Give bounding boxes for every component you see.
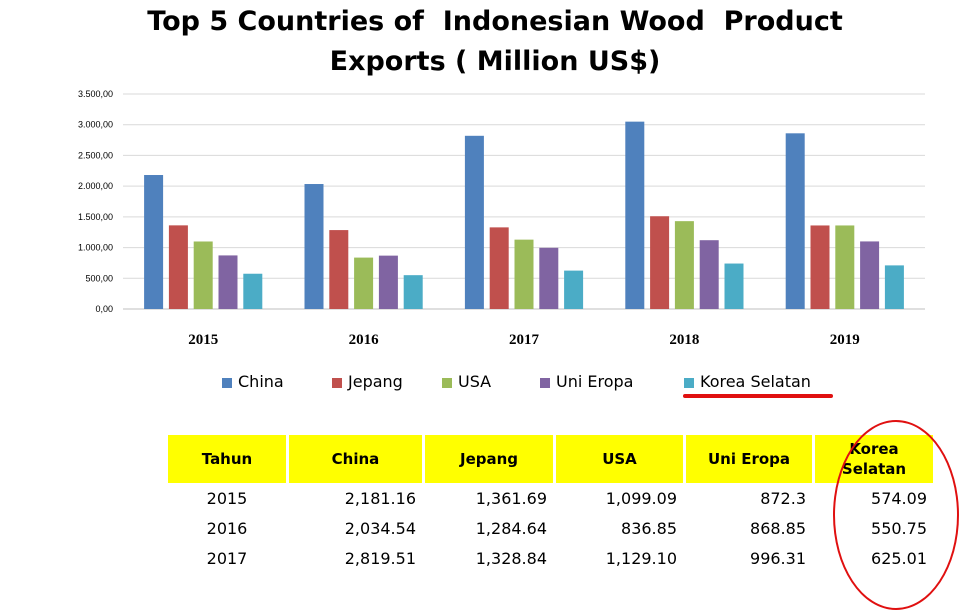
legend-label: Korea Selatan [700,372,811,391]
bar-china-2018 [625,121,645,310]
bar-uni-eropa-2015 [218,255,238,309]
table-cell: 1,129.10 [605,548,677,568]
table-row: 2015 2,181.16 1,361.69 1,099.09 872.3 574.09 [168,483,933,513]
bar-china-2015 [144,175,164,309]
bar-korea-selatan-2019 [884,265,904,309]
bar-uni-eropa-2017 [539,247,559,309]
x-category-label: 2016 [349,332,380,348]
table-cell: 2015 [206,488,248,508]
bar-uni-eropa-2018 [699,240,719,309]
table-header-usa: USA [556,435,683,483]
table-row: 2016 2,034.54 1,284.64 836.85 868.85 550.75 [168,513,933,543]
legend-label: Uni Eropa [556,372,634,391]
legend-swatch [540,378,550,388]
bar-china-2017 [464,135,484,309]
table-cell: 2017 [206,548,248,568]
korea-highlight-circle [833,420,959,610]
bar-usa-2016 [354,257,374,309]
bar-usa-2015 [193,241,213,309]
y-tick-label: 2.000,00 [78,181,113,191]
bar-usa-2017 [514,239,534,309]
bar-korea-selatan-2017 [564,270,584,309]
bar-korea-selatan-2016 [403,275,423,309]
legend-swatch [684,378,694,388]
bar-chart: 0,00 500,00 1.000,00 1.500,00 2.000,00 2.500,… [78,89,925,348]
legend-label: Jepang [348,372,403,391]
y-tick-label: 0,00 [95,304,113,314]
bar-jepang-2016 [329,230,349,309]
legend-label: China [238,372,284,391]
table-cell: 1,328.84 [475,548,547,568]
y-tick-label: 2.500,00 [78,150,113,160]
bar-jepang-2018 [650,216,670,309]
y-tick-label: 3.000,00 [78,120,113,130]
chart-title-line-1: Top 5 Countries of Indonesian Wood Produ… [147,6,843,37]
bar-korea-selatan-2018 [724,263,744,309]
bar-uni-eropa-2016 [378,255,398,309]
bar-china-2016 [304,184,324,309]
korea-highlight-underline [683,394,833,398]
y-tick-label: 1.000,00 [78,243,113,253]
bar-usa-2019 [835,225,855,309]
legend-label: USA [458,372,492,391]
table-header-row: Tahun China Jepang USA Uni Eropa Korea S… [168,435,933,483]
table-header-tahun: Tahun [168,435,286,483]
table-cell: 996.31 [750,548,806,568]
export-data-table: Tahun China Jepang USA Uni Eropa Korea S… [165,435,936,573]
table-cell: 836.85 [621,518,677,538]
table-cell: 1,284.64 [475,518,547,538]
legend-swatch [222,378,232,388]
bar-jepang-2015 [168,225,188,309]
table-header-china: China [289,435,422,483]
x-category-label: 2015 [188,332,218,348]
y-tick-label: 1.500,00 [78,212,113,222]
chart-title-line-2: Exports ( Million US$) [329,46,661,77]
table-cell: 872.3 [760,488,806,508]
legend-swatch [442,378,452,388]
table-cell: 1,361.69 [475,488,547,508]
y-tick-label: 3.500,00 [78,89,113,99]
table-cell: 2,819.51 [344,548,416,568]
legend-swatch [332,378,342,388]
table-cell: 2,034.54 [344,518,416,538]
table-cell: 1,099.09 [605,488,677,508]
chart-title: Top 5 Countries of Indonesian Wood Produ… [0,2,960,82]
table-cell: 868.85 [750,518,806,538]
bar-jepang-2019 [810,225,830,309]
x-category-label: 2019 [830,332,860,348]
x-category-label: 2018 [669,332,699,348]
table-cell: 2,181.16 [344,488,416,508]
table-header-jepang: Jepang [425,435,553,483]
y-tick-label: 500,00 [85,273,113,283]
bar-uni-eropa-2019 [860,241,880,309]
bar-china-2019 [785,133,805,309]
table-row: 2017 2,819.51 1,328.84 1,129.10 996.31 625.01 [168,543,933,573]
x-category-label: 2017 [509,332,540,348]
table-header-uni-eropa: Uni Eropa [686,435,812,483]
bar-usa-2018 [674,221,694,309]
bar-jepang-2017 [489,227,509,309]
bar-korea-selatan-2015 [243,273,263,309]
table-cell: 2016 [206,518,248,538]
